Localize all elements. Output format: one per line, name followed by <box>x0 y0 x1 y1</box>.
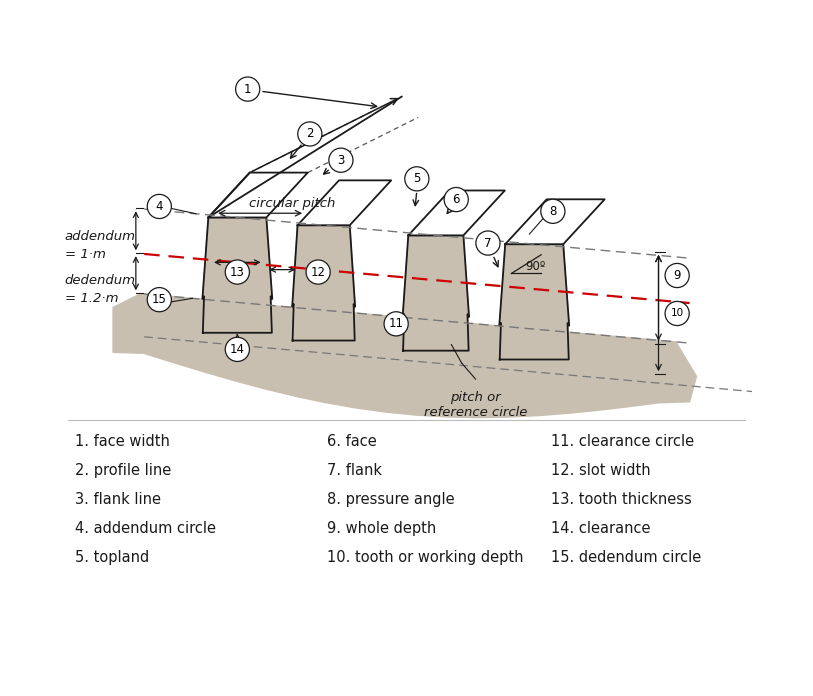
Polygon shape <box>292 226 355 340</box>
Text: addendum: addendum <box>65 230 136 243</box>
Circle shape <box>147 194 172 219</box>
Text: circular pitch: circular pitch <box>250 197 336 210</box>
Text: 5. topland: 5. topland <box>75 551 150 565</box>
Polygon shape <box>499 244 569 360</box>
Text: 12. slot width: 12. slot width <box>551 464 651 478</box>
Circle shape <box>665 301 689 326</box>
Polygon shape <box>408 191 505 235</box>
Text: 90º: 90º <box>525 260 546 273</box>
Circle shape <box>405 167 429 191</box>
Text: 15: 15 <box>152 293 167 306</box>
Text: 14. clearance: 14. clearance <box>551 521 651 537</box>
Circle shape <box>476 231 500 255</box>
Text: 13. tooth thickness: 13. tooth thickness <box>551 492 692 507</box>
Circle shape <box>147 287 172 312</box>
Circle shape <box>384 312 408 336</box>
Polygon shape <box>298 180 391 226</box>
Circle shape <box>541 199 565 223</box>
Circle shape <box>306 260 330 284</box>
Text: 4: 4 <box>155 200 163 213</box>
Polygon shape <box>202 217 272 333</box>
Text: 2: 2 <box>306 127 314 141</box>
Polygon shape <box>208 173 308 217</box>
Text: 8: 8 <box>550 205 557 218</box>
Text: 14: 14 <box>230 343 245 356</box>
Polygon shape <box>505 199 605 244</box>
Text: 5: 5 <box>413 173 420 185</box>
Text: 10. tooth or working depth: 10. tooth or working depth <box>327 551 524 565</box>
Polygon shape <box>402 235 469 351</box>
Circle shape <box>225 338 250 361</box>
Text: 1: 1 <box>244 83 251 95</box>
Text: 8. pressure angle: 8. pressure angle <box>327 492 454 507</box>
Text: 7. flank: 7. flank <box>327 464 382 478</box>
Text: 11: 11 <box>389 317 403 331</box>
Text: 10: 10 <box>671 308 684 319</box>
Circle shape <box>665 263 689 287</box>
Text: 13: 13 <box>230 266 245 278</box>
Text: 9: 9 <box>673 269 681 282</box>
Text: pitch or
reference circle: pitch or reference circle <box>424 391 528 419</box>
Text: 3. flank line: 3. flank line <box>75 492 161 507</box>
Text: 6: 6 <box>453 193 460 206</box>
Text: 6. face: 6. face <box>327 434 377 450</box>
Text: 2. profile line: 2. profile line <box>75 464 172 478</box>
Text: 12: 12 <box>311 266 326 278</box>
Text: 4. addendum circle: 4. addendum circle <box>75 521 216 537</box>
Circle shape <box>444 187 468 212</box>
Text: 3: 3 <box>337 154 345 167</box>
Text: 15. dedendum circle: 15. dedendum circle <box>551 551 702 565</box>
Text: = 1·m: = 1·m <box>65 248 106 260</box>
Text: 11. clearance circle: 11. clearance circle <box>551 434 694 450</box>
Circle shape <box>328 148 353 173</box>
Polygon shape <box>113 294 697 418</box>
Circle shape <box>225 260 250 284</box>
Circle shape <box>236 77 260 101</box>
Text: = 1.2·m: = 1.2·m <box>65 292 118 305</box>
Circle shape <box>298 122 322 146</box>
Text: 1. face width: 1. face width <box>75 434 170 450</box>
Text: 7: 7 <box>485 237 492 250</box>
Text: 9. whole depth: 9. whole depth <box>327 521 437 537</box>
Text: dedendum: dedendum <box>65 274 136 287</box>
